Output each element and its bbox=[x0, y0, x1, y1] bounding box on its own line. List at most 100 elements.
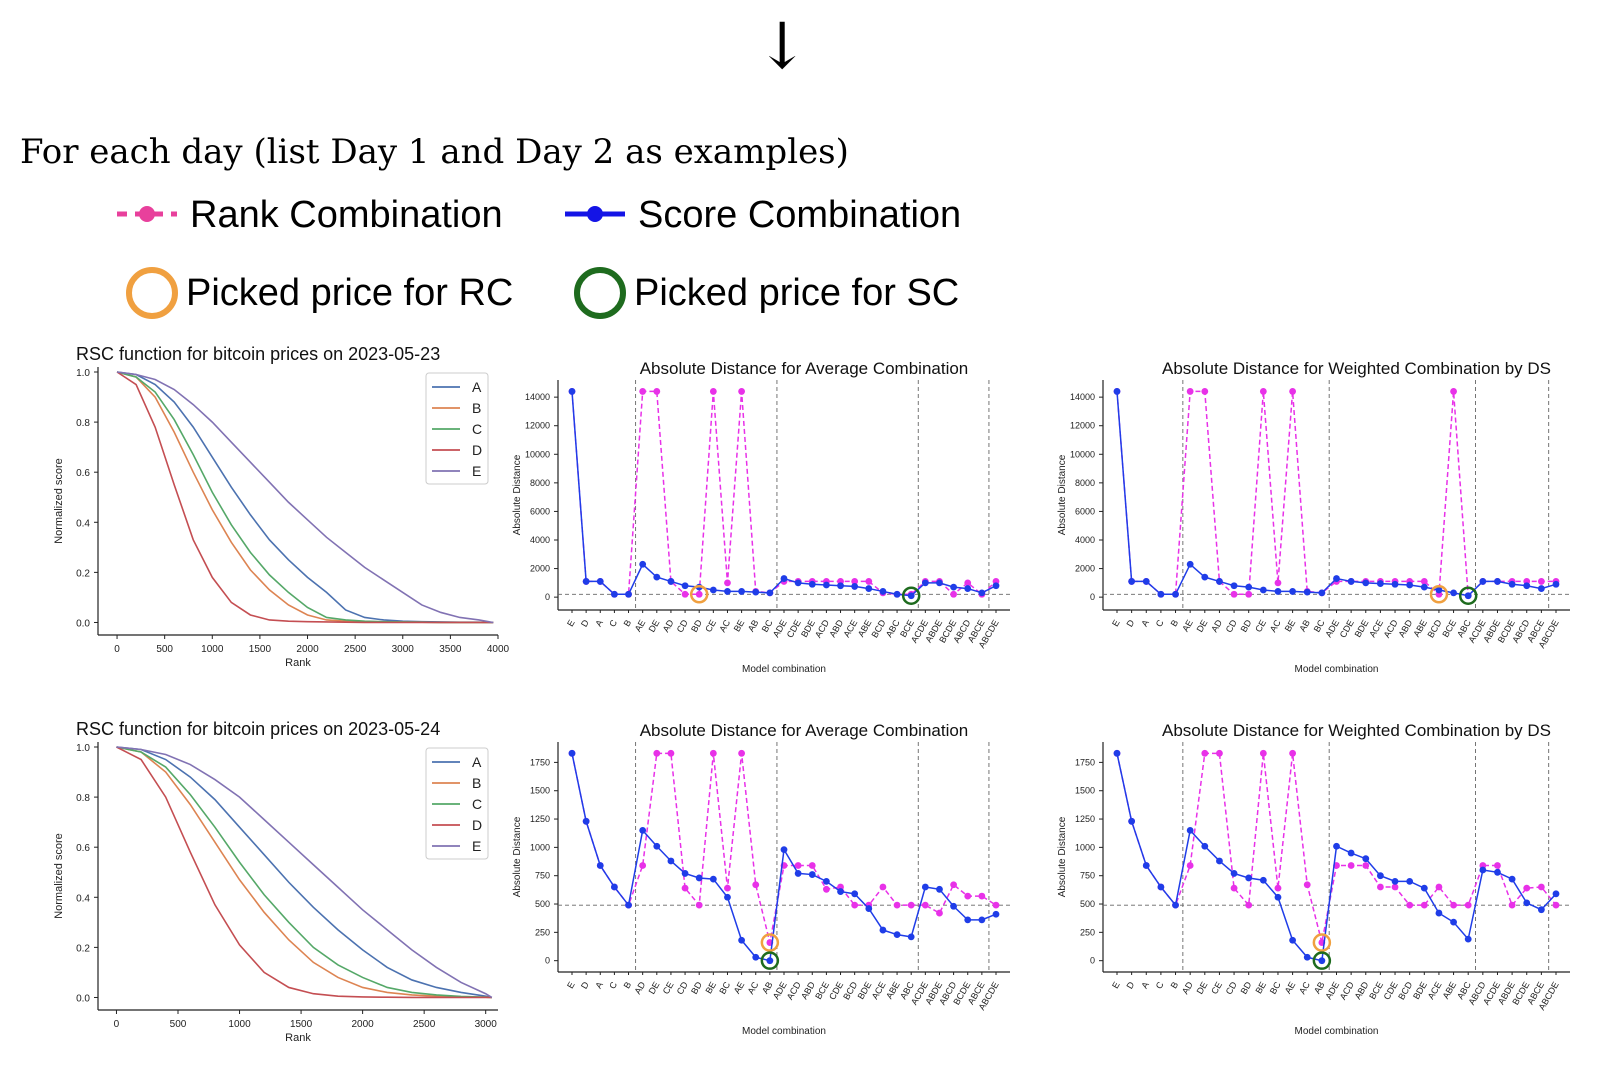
data-point bbox=[1172, 901, 1179, 909]
chart-title: Absolute Distance for Weighted Combinati… bbox=[1162, 360, 1551, 378]
legend-label-B: B bbox=[472, 400, 481, 416]
series-line-D bbox=[116, 371, 494, 624]
x-tick-label: ACE bbox=[841, 618, 859, 639]
data-point bbox=[1186, 388, 1194, 395]
data-point bbox=[738, 936, 745, 944]
data-point bbox=[907, 933, 915, 941]
data-point bbox=[1464, 592, 1472, 600]
data-point bbox=[1259, 876, 1267, 884]
data-point bbox=[1216, 857, 1223, 865]
data-point bbox=[1259, 749, 1267, 757]
series-line-D bbox=[116, 746, 492, 999]
data-point bbox=[1450, 589, 1457, 597]
data-point bbox=[893, 590, 901, 598]
data-point bbox=[1377, 580, 1384, 587]
average-distance-chart-day1: Absolute Distance for Average Combinatio… bbox=[510, 359, 1050, 705]
picked-rc-ring bbox=[689, 585, 709, 604]
x-tick-label: AC bbox=[1297, 980, 1312, 996]
y-tick-label: 10000 bbox=[1070, 449, 1095, 459]
x-tick-label: E bbox=[565, 980, 577, 990]
data-point bbox=[1494, 868, 1501, 876]
y-tick-label: 500 bbox=[1080, 899, 1095, 909]
data-point bbox=[879, 883, 887, 891]
x-tick-label: E bbox=[1110, 618, 1122, 628]
data-point bbox=[921, 579, 929, 587]
data-point bbox=[794, 870, 802, 877]
data-point bbox=[724, 893, 731, 901]
y-axis-label: Absolute Distance bbox=[512, 454, 523, 535]
chart-title: RSC function for bitcoin prices on 2023-… bbox=[76, 720, 440, 739]
data-point bbox=[1303, 881, 1311, 889]
y-tick-label: 500 bbox=[535, 899, 550, 909]
x-tick-label: 1500 bbox=[290, 1019, 313, 1030]
x-tick-label: 2500 bbox=[413, 1019, 436, 1030]
y-tick-label: 750 bbox=[535, 871, 550, 881]
data-point bbox=[611, 590, 618, 598]
data-point bbox=[695, 901, 703, 909]
dot-icon bbox=[587, 206, 603, 222]
chart-svg: RSC function for bitcoin prices on 2023-… bbox=[53, 344, 510, 669]
data-point bbox=[992, 901, 1000, 909]
x-tick-label: A bbox=[593, 618, 605, 628]
data-point bbox=[1245, 583, 1253, 591]
data-point bbox=[1347, 849, 1355, 857]
data-point bbox=[1230, 590, 1238, 598]
x-tick-label: 1000 bbox=[228, 1019, 251, 1030]
y-tick-label: 1.0 bbox=[76, 743, 90, 754]
picked-rc-ring bbox=[1312, 933, 1332, 952]
data-point bbox=[596, 578, 604, 585]
x-tick-label: ACD bbox=[1338, 980, 1356, 1002]
data-point bbox=[1347, 578, 1355, 585]
x-tick-label: BD bbox=[689, 980, 704, 996]
x-tick-label: 2500 bbox=[344, 644, 367, 655]
y-axis-label: Normalized score bbox=[53, 833, 65, 919]
data-point bbox=[978, 892, 986, 900]
chart-svg: Absolute Distance for Average Combinatio… bbox=[512, 721, 1010, 1037]
y-tick-label: 250 bbox=[535, 927, 550, 937]
data-point bbox=[681, 590, 689, 598]
legend-label-C: C bbox=[472, 796, 482, 812]
data-point bbox=[1450, 918, 1457, 926]
x-tick-label: 1500 bbox=[249, 644, 272, 655]
data-point bbox=[1494, 862, 1501, 869]
x-axis-label: Model combination bbox=[1295, 664, 1379, 675]
x-tick-label: BE bbox=[732, 618, 747, 633]
y-tick-label: 0.6 bbox=[76, 468, 90, 479]
x-tick-label: BCD bbox=[869, 618, 887, 640]
data-point bbox=[1523, 884, 1531, 892]
x-tick-label: ACE bbox=[1426, 980, 1444, 1001]
data-point bbox=[950, 902, 957, 910]
data-point bbox=[879, 588, 887, 595]
data-point bbox=[1274, 893, 1282, 901]
picked-rc-ring bbox=[1429, 585, 1449, 604]
data-point bbox=[1333, 842, 1340, 850]
x-tick-label: AB bbox=[1297, 618, 1312, 633]
x-tick-label: AE bbox=[732, 980, 747, 995]
x-tick-label: D bbox=[1124, 618, 1136, 629]
data-point bbox=[1289, 749, 1296, 757]
data-point bbox=[978, 916, 986, 924]
data-point bbox=[1508, 901, 1516, 909]
x-tick-label: CE bbox=[661, 980, 676, 996]
series-line-E bbox=[116, 371, 494, 624]
data-point bbox=[1245, 874, 1253, 882]
data-point bbox=[893, 931, 901, 939]
x-tick-label: AE bbox=[1283, 980, 1298, 995]
x-tick-label: BC bbox=[1268, 980, 1283, 996]
data-point bbox=[1201, 749, 1209, 757]
data-point bbox=[1172, 590, 1179, 598]
data-point bbox=[907, 592, 915, 600]
data-point bbox=[695, 590, 703, 598]
y-tick-label: 1500 bbox=[1075, 786, 1095, 796]
y-tick-label: 2000 bbox=[1075, 564, 1095, 574]
data-point bbox=[1420, 578, 1428, 585]
x-tick-label: DE bbox=[1195, 980, 1210, 996]
data-point bbox=[1552, 580, 1560, 588]
data-point bbox=[766, 589, 774, 597]
data-point bbox=[936, 579, 943, 587]
data-point bbox=[1406, 877, 1414, 885]
y-tick-label: 6000 bbox=[530, 506, 550, 516]
x-tick-label: 1000 bbox=[201, 644, 224, 655]
data-point bbox=[667, 749, 675, 757]
data-point bbox=[921, 901, 929, 909]
